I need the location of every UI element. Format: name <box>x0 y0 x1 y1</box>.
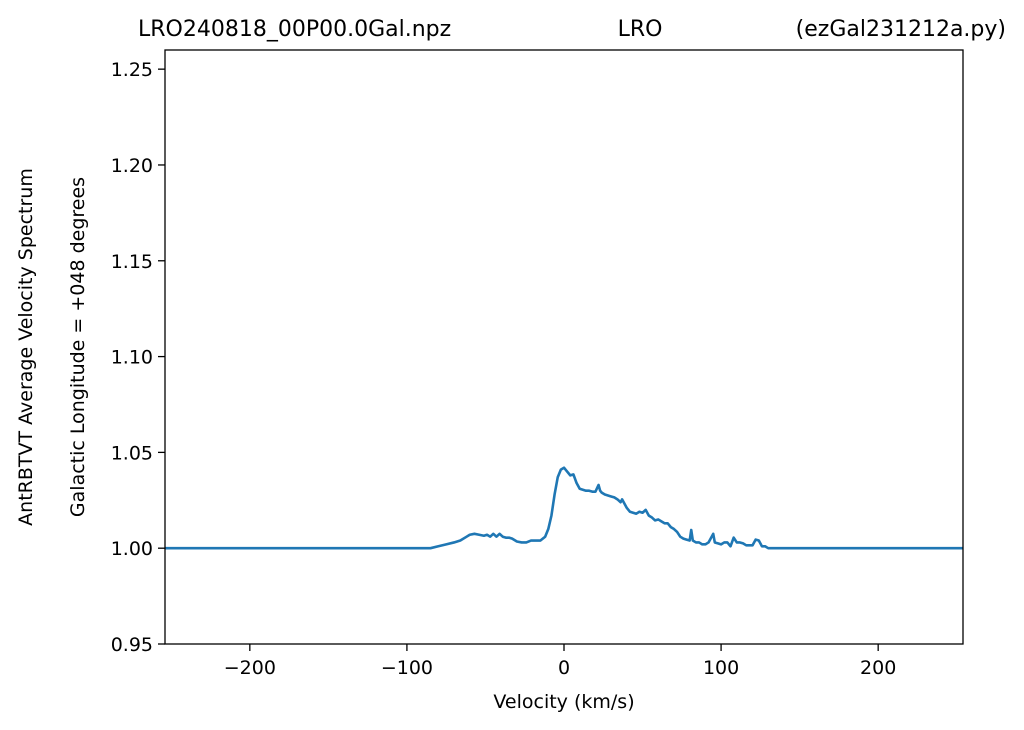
x-tick-label: 100 <box>703 657 739 679</box>
x-axis-label: Velocity (km/s) <box>493 691 634 713</box>
title-center: LRO <box>618 17 663 42</box>
y-tick-label: 1.20 <box>111 155 153 177</box>
x-tick-label: −100 <box>381 657 433 679</box>
x-axis: −200 −100 0 100 200 <box>224 644 896 679</box>
y-axis-label-line2: Galactic Longitude = +048 degrees <box>67 177 89 517</box>
y-tick-label: 0.95 <box>111 634 153 656</box>
y-tick-label: 1.15 <box>111 251 153 273</box>
y-tick-label: 1.00 <box>111 538 153 560</box>
y-tick-label: 1.10 <box>111 347 153 369</box>
x-tick-label: 200 <box>860 657 896 679</box>
title-left: LRO240818_00P00.0Gal.npz <box>138 17 451 42</box>
y-tick-label: 1.25 <box>111 59 153 81</box>
y-axis: 0.95 1.00 1.05 1.10 1.15 1.20 1.25 <box>111 59 165 656</box>
plot-frame <box>164 49 964 645</box>
series-line-0 <box>165 466 963 550</box>
x-tick-label: 0 <box>558 657 570 679</box>
title-right: (ezGal231212a.py) <box>796 17 1006 42</box>
plot-data <box>165 466 963 550</box>
y-axis-label-line1: AntRBTVT Average Velocity Spectrum <box>15 168 37 526</box>
x-tick-label: −200 <box>224 657 276 679</box>
y-tick-label: 1.05 <box>111 442 153 464</box>
